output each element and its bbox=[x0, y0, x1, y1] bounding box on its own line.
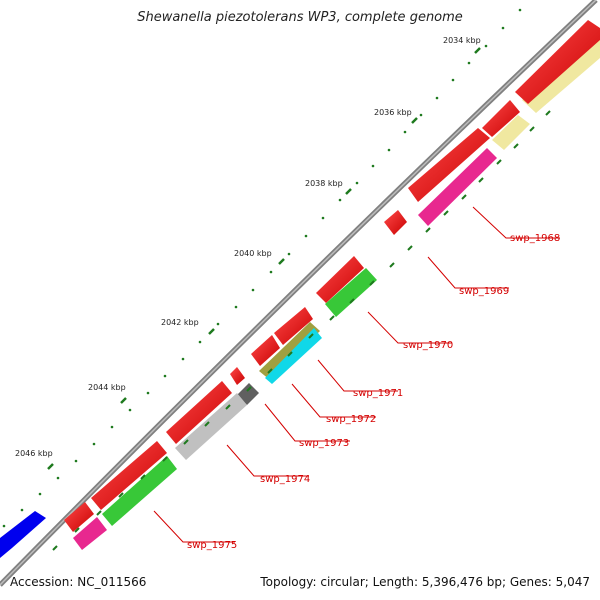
feature-olive bbox=[259, 322, 320, 380]
cds-arrow bbox=[230, 367, 245, 385]
tick-label-2046: 2046 kbp bbox=[15, 449, 53, 458]
cds-arrow bbox=[64, 502, 94, 532]
cds-arrow bbox=[384, 210, 407, 235]
cds-arrow bbox=[91, 441, 167, 510]
cds-arrow bbox=[515, 20, 600, 104]
major-ticks bbox=[47, 47, 481, 470]
tick-label-2044: 2044 kbp bbox=[88, 383, 126, 392]
gene-label-swp_1972[interactable]: swp_1972 bbox=[326, 414, 376, 425]
genome-summary-text: Topology: circular; Length: 5,396,476 bp… bbox=[260, 575, 590, 589]
tick-label-2034: 2034 kbp bbox=[443, 36, 481, 45]
feature-cyan bbox=[265, 328, 322, 384]
cds-arrow bbox=[166, 381, 232, 444]
feature-green bbox=[325, 268, 377, 317]
gene-label-swp_1975[interactable]: swp_1975 bbox=[187, 540, 237, 551]
feature-darkgray bbox=[237, 383, 259, 405]
minor-ticks bbox=[52, 110, 551, 551]
cds-arrow bbox=[316, 256, 364, 303]
feature-gray bbox=[175, 393, 247, 460]
feature-green bbox=[102, 456, 177, 526]
genome-title: Shewanella piezotolerans WP3, complete g… bbox=[137, 10, 463, 25]
gene-label-swp_1970[interactable]: swp_1970 bbox=[403, 340, 453, 351]
feature-magenta bbox=[73, 517, 107, 550]
tick-label-2042: 2042 kbp bbox=[161, 318, 199, 327]
tick-label-2036: 2036 kbp bbox=[374, 108, 412, 117]
callout-lines bbox=[153, 206, 560, 543]
cds-arrow bbox=[274, 307, 313, 345]
gene-label-swp_1969[interactable]: swp_1969 bbox=[459, 286, 509, 297]
outer-dotted-track bbox=[2, 8, 522, 528]
tick-label-2038: 2038 kbp bbox=[305, 179, 343, 188]
cds-arrow bbox=[408, 128, 490, 202]
feature-magenta bbox=[418, 148, 497, 226]
feature-khaki bbox=[492, 115, 530, 150]
cds-arrow bbox=[251, 335, 280, 366]
gene-label-swp_1974[interactable]: swp_1974 bbox=[260, 474, 310, 485]
gene-label-swp_1971[interactable]: swp_1971 bbox=[353, 388, 403, 399]
feature-blue bbox=[0, 511, 46, 558]
cds-arrow bbox=[482, 100, 520, 137]
gene-label-swp_1973[interactable]: swp_1973 bbox=[299, 438, 349, 449]
cds-track bbox=[64, 20, 600, 532]
accession-text: Accession: NC_011566 bbox=[10, 575, 147, 589]
tick-label-2040: 2040 kbp bbox=[234, 249, 272, 258]
gene-label-swp_1968[interactable]: swp_1968 bbox=[510, 233, 560, 244]
